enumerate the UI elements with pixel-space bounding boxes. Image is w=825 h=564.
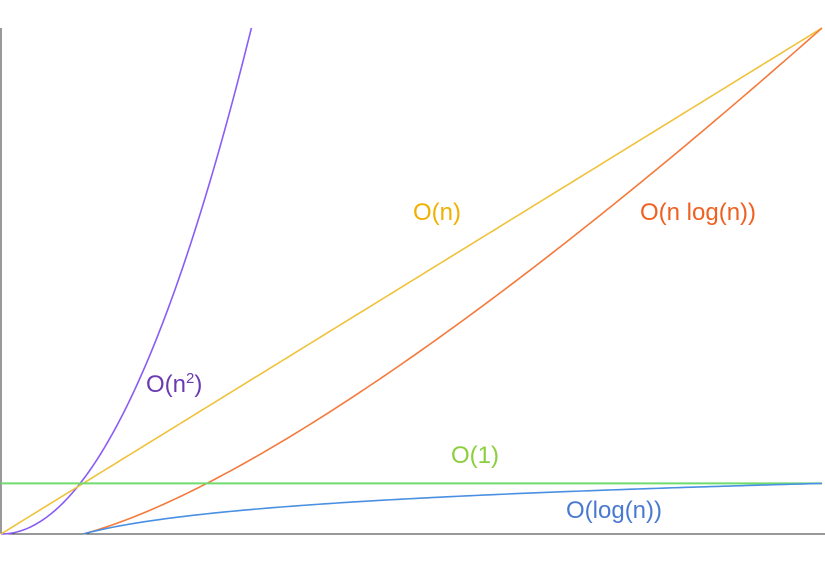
- series-layer: [0, 27, 823, 535]
- series-label-log: O(log(n)): [566, 497, 662, 524]
- series-label-constant: O(1): [451, 442, 499, 469]
- series-line-quadratic: [0, 27, 253, 535]
- series-label-linear: O(n): [413, 199, 461, 226]
- label-layer: O(n2) O(n) O(n log(n)) O(1) O(log(n)): [146, 199, 756, 524]
- series-line-log: [82, 482, 823, 535]
- series-line-linear: [0, 27, 823, 535]
- series-label-quadratic: O(n2): [146, 370, 202, 398]
- series-label-n_log_n: O(n log(n)): [640, 199, 756, 226]
